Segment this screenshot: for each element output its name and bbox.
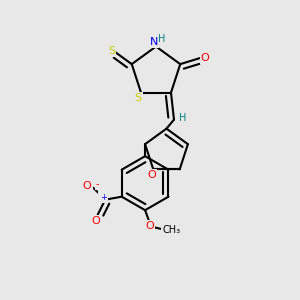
Text: O: O bbox=[145, 221, 154, 231]
Text: O: O bbox=[147, 170, 156, 180]
Text: N: N bbox=[149, 37, 158, 47]
Text: H: H bbox=[179, 113, 186, 123]
Text: O: O bbox=[83, 181, 92, 191]
Text: -: - bbox=[96, 179, 100, 189]
Text: S: S bbox=[108, 46, 115, 56]
Text: +: + bbox=[100, 193, 107, 202]
Text: O: O bbox=[91, 216, 100, 226]
Text: H: H bbox=[158, 34, 166, 44]
Text: S: S bbox=[134, 93, 142, 103]
Text: CH₃: CH₃ bbox=[162, 225, 180, 235]
Text: O: O bbox=[201, 53, 209, 63]
Text: N: N bbox=[99, 192, 107, 202]
